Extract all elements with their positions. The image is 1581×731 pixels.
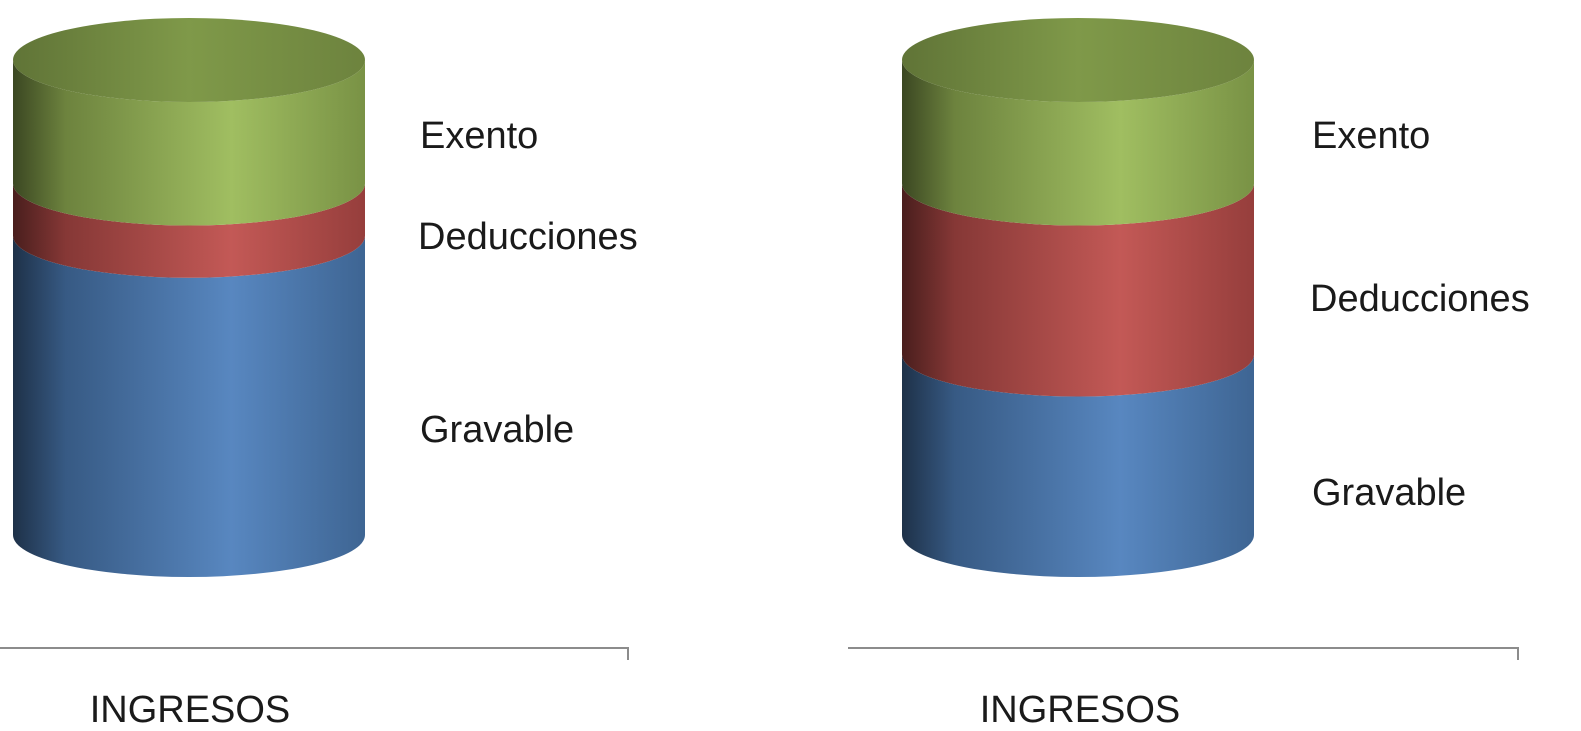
- cylinder-top-cap: [902, 18, 1254, 102]
- cylinder-segment-gravable: [902, 354, 1254, 577]
- legend-label-exento: Exento: [1312, 115, 1430, 157]
- legend-label-deducciones: Deducciones: [1310, 278, 1530, 320]
- legend-label-exento: Exento: [420, 115, 538, 157]
- cylinder-segment-deducciones: [13, 183, 366, 278]
- cylinder-segment-exento: [13, 60, 366, 226]
- chart-right: Exento Deducciones Gravable INGRESOS: [848, 18, 1530, 731]
- cylinder-left: [13, 18, 366, 577]
- legend-left: Exento Deducciones Gravable: [418, 115, 638, 451]
- cylinder-segment-deducciones: [902, 183, 1254, 397]
- legend-label-gravable: Gravable: [420, 409, 574, 451]
- chart-left: Exento Deducciones Gravable INGRESOS: [0, 18, 638, 731]
- x-axis-left: [0, 647, 629, 660]
- category-label-right: INGRESOS: [980, 689, 1181, 731]
- cylinder-right: [902, 18, 1254, 577]
- cylinder-segment-exento: [902, 60, 1254, 226]
- cylinder-top-cap: [13, 18, 365, 102]
- category-label-left: INGRESOS: [90, 689, 291, 731]
- legend-label-gravable: Gravable: [1312, 472, 1466, 514]
- legend-right: Exento Deducciones Gravable: [1310, 115, 1530, 514]
- cylinder-segment-gravable: [13, 235, 365, 577]
- x-axis-right: [848, 647, 1519, 660]
- legend-label-deducciones: Deducciones: [418, 216, 638, 258]
